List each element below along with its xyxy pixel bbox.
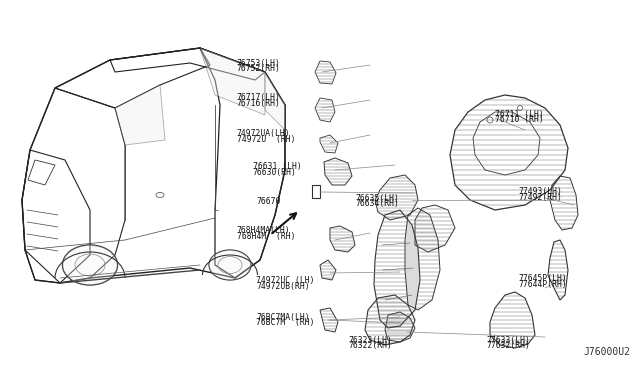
Text: 76717(LH): 76717(LH) <box>237 93 281 102</box>
Text: 77644P(RH): 77644P(RH) <box>518 280 567 289</box>
Text: 76630(RH): 76630(RH) <box>253 168 297 177</box>
Text: 77632(RH): 77632(RH) <box>486 341 531 350</box>
Text: 768H4MA(LH): 768H4MA(LH) <box>237 226 291 235</box>
Text: J76000U2: J76000U2 <box>583 347 630 357</box>
Text: 74972UA(LH): 74972UA(LH) <box>237 129 291 138</box>
Text: 76323(LH): 76323(LH) <box>349 336 393 345</box>
Polygon shape <box>265 72 285 130</box>
Text: 76322(RH): 76322(RH) <box>349 341 393 350</box>
Polygon shape <box>200 48 265 115</box>
Text: 76716(RH): 76716(RH) <box>237 99 281 108</box>
Text: 76634(RH): 76634(RH) <box>355 199 399 208</box>
Text: 76BC7MA(LH): 76BC7MA(LH) <box>256 313 310 322</box>
Text: 74972U  (RH): 74972U (RH) <box>237 135 295 144</box>
Text: 76753(LH): 76753(LH) <box>237 59 281 68</box>
Text: 77633(LH): 77633(LH) <box>486 336 531 345</box>
Text: 77645P(LH): 77645P(LH) <box>518 275 567 283</box>
Text: 76670: 76670 <box>256 198 280 206</box>
Text: 74972UC (LH): 74972UC (LH) <box>256 276 314 285</box>
Text: 76752(RH): 76752(RH) <box>237 64 281 73</box>
Text: 76631 (LH): 76631 (LH) <box>253 162 301 171</box>
Text: 76711 (LH): 76711 (LH) <box>495 110 543 119</box>
Text: 768H4M  (RH): 768H4M (RH) <box>237 232 295 241</box>
Text: 76710 (RH): 76710 (RH) <box>495 115 543 124</box>
Text: 76BC7M  (RH): 76BC7M (RH) <box>256 318 314 327</box>
Ellipse shape <box>209 250 251 280</box>
Polygon shape <box>115 85 165 145</box>
Text: 77492(RH): 77492(RH) <box>518 193 563 202</box>
Text: 76635(LH): 76635(LH) <box>355 194 399 203</box>
Text: 74972UB(RH): 74972UB(RH) <box>256 282 310 291</box>
Ellipse shape <box>63 245 118 285</box>
Text: 77493(LH): 77493(LH) <box>518 187 563 196</box>
